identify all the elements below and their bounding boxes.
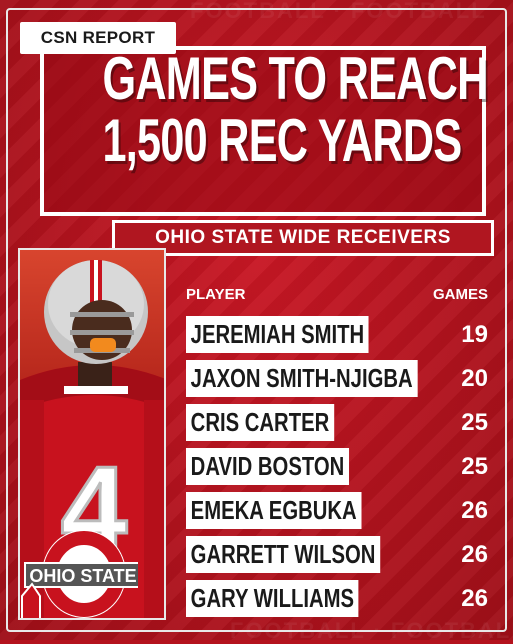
table-row: DAVID BOSTON 25 — [186, 448, 498, 485]
table-row: CRIS CARTER 25 — [186, 404, 498, 441]
player-photo: 4 OHIO STATE — [18, 248, 166, 620]
table-row: JAXON SMITH-NJIGBA 20 — [186, 360, 498, 397]
table-header: PLAYER GAMES — [186, 286, 496, 306]
player-name: DAVID BOSTON — [186, 448, 349, 485]
player-name: GARY WILLIAMS — [186, 580, 359, 617]
ohio-state-logo: OHIO STATE — [21, 530, 138, 618]
games-value: 20 — [461, 365, 488, 392]
headline-box — [40, 46, 486, 216]
logo-text: OHIO STATE — [29, 566, 136, 586]
source-badge: CSN REPORT — [20, 22, 176, 54]
table-row: GARY WILLIAMS 26 — [186, 580, 498, 617]
player-name: GARRETT WILSON — [186, 536, 381, 573]
games-value: 26 — [461, 497, 488, 524]
player-table: JEREMIAH SMITH 19 JAXON SMITH-NJIGBA 20 … — [186, 316, 498, 624]
subtitle-banner: OHIO STATE WIDE RECEIVERS — [112, 220, 494, 256]
games-value: 25 — [461, 409, 488, 436]
headline-line-1: GAMES TO REACH — [102, 45, 488, 112]
headline-line-2: 1,500 REC YARDS — [102, 107, 462, 174]
games-value: 26 — [461, 585, 488, 612]
headline: GAMES TO REACH 1,500 REC YARDS — [102, 45, 488, 174]
background-watermark: FOOTBALL · FOOTBALL — [190, 0, 487, 23]
player-name: CRIS CARTER — [186, 404, 334, 441]
column-header-games: GAMES — [432, 286, 488, 303]
table-row: GARRETT WILSON 26 — [186, 536, 498, 573]
column-header-player: PLAYER — [186, 286, 246, 303]
table-row: JEREMIAH SMITH 19 — [186, 316, 498, 353]
player-name: JEREMIAH SMITH — [186, 316, 369, 353]
border-frame — [6, 8, 507, 632]
games-value: 25 — [461, 453, 488, 480]
player-name: EMEKA EGBUKA — [186, 492, 362, 529]
table-row: EMEKA EGBUKA 26 — [186, 492, 498, 529]
games-value: 26 — [461, 541, 488, 568]
player-name: JAXON SMITH-NJIGBA — [186, 360, 418, 397]
games-value: 19 — [461, 321, 488, 348]
